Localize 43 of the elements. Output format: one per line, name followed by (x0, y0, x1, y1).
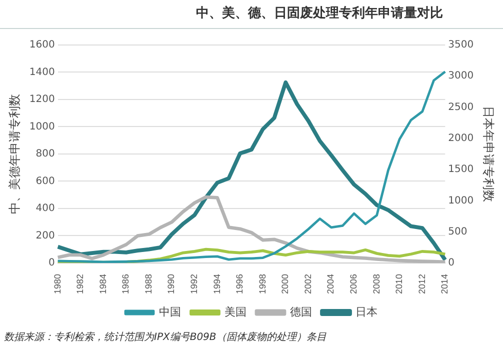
x-tick-label: 1982 (75, 274, 86, 294)
y2-tick-label: 3000 (448, 70, 474, 82)
y2-tick-label: 1500 (448, 164, 474, 176)
y-tick-label: 0 (48, 258, 55, 269)
x-tick-label: 1986 (120, 274, 131, 294)
x-tick-label: 2014 (440, 274, 450, 294)
y2-tick-label: 0 (448, 258, 455, 269)
x-tick-label: 1998 (257, 274, 268, 294)
x-tick-label: 1996 (234, 274, 245, 294)
x-tick-label: 1984 (98, 274, 108, 294)
legend-label: 日本 (356, 306, 378, 319)
source-note: 数据来源：专利检索，统计范围为IPX编号B09B（固体废物的处理）条目 (4, 330, 326, 344)
legend-label: 美国 (224, 306, 246, 319)
x-tick-label: 2006 (348, 274, 359, 294)
chart-title: 中、美、德、日固废处理专利年申请量对比 (196, 4, 443, 22)
legend-label: 中国 (159, 306, 181, 319)
y-tick-label: 200 (36, 230, 55, 242)
legend-label: 德国 (290, 306, 312, 319)
y-tick-label: 800 (36, 148, 55, 160)
x-tick-label: 1992 (189, 274, 200, 294)
x-tick-label: 2002 (302, 274, 313, 294)
y-tick-label: 1400 (29, 66, 55, 78)
x-tick-label: 1990 (166, 274, 176, 294)
y-tick-label: 1200 (29, 94, 55, 106)
x-tick-label: 2004 (326, 274, 336, 294)
x-tick-label: 1994 (212, 274, 222, 294)
y-tick-label: 400 (36, 203, 55, 214)
y-tick-label: 1000 (29, 121, 55, 132)
y2-tick-label: 3500 (448, 40, 474, 51)
y-tick-label: 600 (36, 176, 55, 187)
x-tick-label: 2010 (394, 274, 404, 294)
y2-tick-label: 2000 (448, 133, 474, 144)
y2-axis-title: 日本年申请专利数 (481, 106, 496, 202)
y2-tick-label: 1000 (448, 195, 474, 206)
y2-tick-label: 2500 (448, 102, 474, 113)
x-tick-label: 2012 (416, 274, 427, 294)
y-tick-label: 1600 (29, 40, 55, 51)
x-tick-label: 2000 (280, 274, 290, 294)
x-tick-label: 2008 (371, 274, 382, 294)
y2-tick-label: 500 (448, 226, 468, 238)
y-axis-title: 中、美德年申请专利数 (8, 94, 22, 214)
x-tick-label: 1988 (143, 274, 154, 294)
x-tick-label: 1980 (52, 274, 62, 294)
